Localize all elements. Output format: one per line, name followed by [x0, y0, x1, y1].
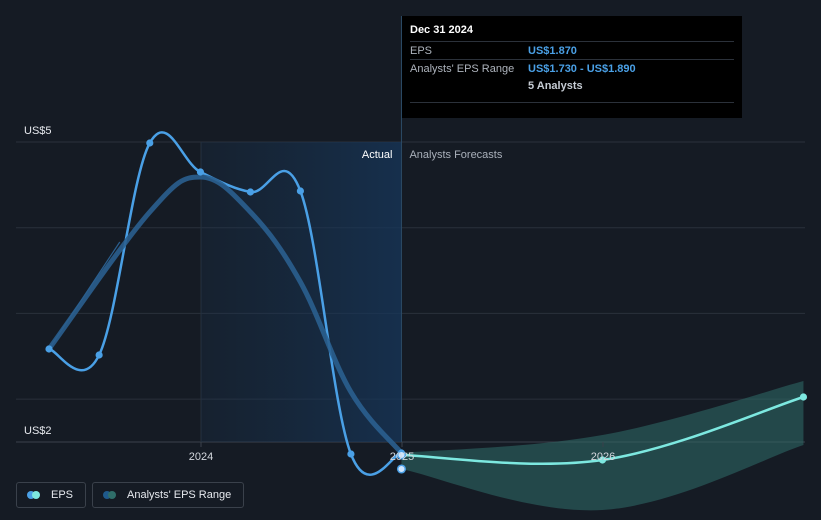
forecast-range-layer: [401, 381, 804, 511]
forecast-point: [799, 393, 808, 401]
tooltip-key: Analysts' EPS Range: [410, 62, 515, 75]
points-layer: [45, 139, 808, 474]
eps-point: [347, 450, 355, 458]
tooltip-row-analysts: 5 Analysts: [410, 77, 734, 94]
tooltip-row-range: Analysts' EPS Range US$1.730 - US$1.890: [410, 59, 734, 77]
range-swatch-icon: [103, 491, 119, 499]
tooltip-panel: Dec 31 2024 EPS US$1.870 Analysts' EPS R…: [402, 16, 742, 118]
x-tick-label: 2026: [591, 451, 615, 463]
forecast-region-label: Analysts Forecasts: [409, 149, 502, 161]
legend-label-range: Analysts' EPS Range: [127, 489, 232, 501]
eps-point: [45, 345, 53, 353]
x-tick-label: 2025: [390, 451, 414, 463]
legend-item-eps[interactable]: EPS: [16, 482, 87, 508]
y-axis-top-label: US$5: [24, 125, 52, 137]
gridlines: [16, 141, 805, 443]
eps-range-band: [401, 381, 804, 511]
tooltip-date: Dec 31 2024: [410, 24, 473, 36]
eps-point: [196, 168, 205, 176]
tooltip-row-eps: EPS US$1.870: [410, 41, 734, 59]
eps-point: [246, 188, 255, 196]
tooltip-value: US$1.730 - US$1.890: [528, 62, 636, 75]
legend: EPS Analysts' EPS Range: [16, 482, 245, 508]
legend-label-eps: EPS: [51, 489, 74, 501]
eps-point: [95, 351, 103, 359]
x-tick-label: 2024: [189, 451, 213, 463]
tooltip-divider: [410, 102, 734, 103]
series-line-eps: [47, 131, 403, 476]
series-line-eps-trend: [46, 174, 404, 456]
tooltip-analyst-count: 5 Analysts: [528, 79, 583, 92]
trend-lead-line: [48, 241, 121, 350]
y-axis-bottom-label: US$2: [24, 425, 52, 437]
forecast-point: [598, 456, 607, 464]
tooltip-key: EPS: [410, 44, 433, 57]
eps-swatch-icon: [27, 491, 43, 499]
highlight-point: [396, 464, 407, 474]
highlight-point: [396, 450, 407, 460]
eps-point: [296, 187, 305, 195]
x-axis-ticks: 2024 2025 2026: [189, 442, 615, 463]
actual-region-label: Actual: [362, 149, 393, 161]
eps-point: [146, 139, 154, 147]
legend-item-eps-range[interactable]: Analysts' EPS Range: [92, 482, 245, 508]
tooltip-value: US$1.870: [528, 44, 577, 57]
